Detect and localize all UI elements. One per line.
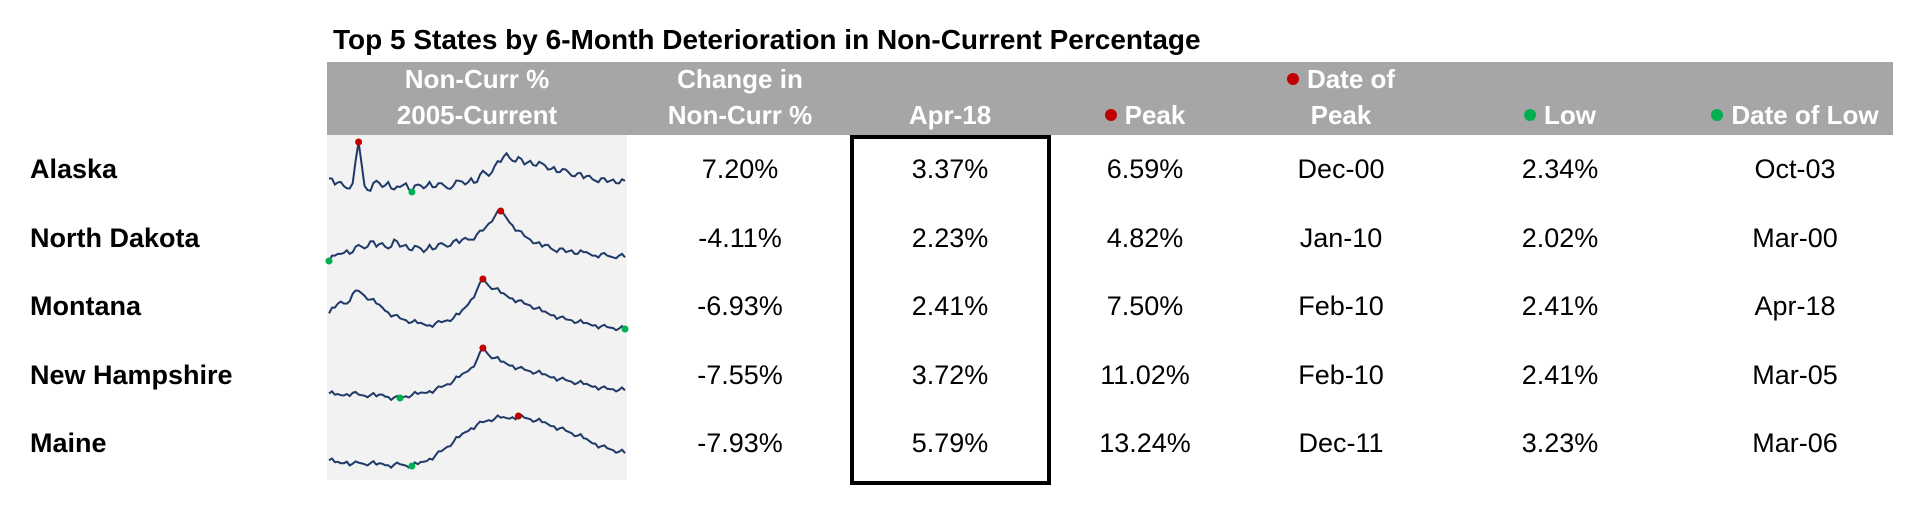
cell-change: -7.55% bbox=[697, 359, 783, 390]
sparkline-peak-point bbox=[479, 275, 487, 283]
sparkline-peak-point bbox=[497, 207, 505, 214]
cell-low: 2.02% bbox=[1521, 222, 1599, 253]
cell-current: 3.37% bbox=[911, 154, 989, 184]
cell-current: 3.72% bbox=[911, 359, 989, 390]
cell-date-peak: Dec-00 bbox=[1297, 154, 1385, 184]
sparkline-series bbox=[328, 141, 626, 194]
cell-peak: 7.50% bbox=[1106, 291, 1184, 321]
cell-change: -4.11% bbox=[698, 222, 782, 253]
sparkline-series bbox=[328, 277, 626, 332]
cell-date-peak: Dec-11 bbox=[1298, 428, 1384, 458]
cell-current: 2.41% bbox=[911, 291, 989, 321]
table-title: Top 5 States by 6-Month Deterioration in… bbox=[333, 24, 1201, 55]
header-change: Change in Non-Curr % bbox=[640, 61, 840, 133]
cell-low: 2.41% bbox=[1521, 291, 1599, 321]
sparkline-low-point bbox=[325, 257, 333, 264]
sparkline-background bbox=[327, 135, 627, 480]
cell-date-peak: Feb-10 bbox=[1298, 359, 1384, 390]
date-peak-marker-icon bbox=[1286, 73, 1299, 86]
state-name: Alaska bbox=[30, 154, 118, 184]
cell-low: 2.41% bbox=[1521, 359, 1599, 390]
header-change-line1: Change in bbox=[677, 64, 803, 94]
date-low-marker-icon bbox=[1711, 109, 1724, 122]
cell-change: -7.93% bbox=[697, 428, 783, 458]
cell-date-low: Oct-03 bbox=[1754, 154, 1836, 184]
cell-peak: 6.59% bbox=[1106, 154, 1184, 184]
header-low-label: Low bbox=[1544, 100, 1596, 130]
header-current-label: Apr-18 bbox=[908, 100, 992, 130]
sparkline-peak-point bbox=[514, 412, 522, 420]
header-peak: Peak bbox=[1045, 97, 1245, 133]
header-sparkline-line2: 2005-Current bbox=[396, 100, 558, 130]
state-name: Montana bbox=[30, 291, 141, 321]
header-sparkline: Non-Curr % 2005-Current bbox=[327, 61, 627, 133]
cell-date-peak: Jan-10 bbox=[1299, 222, 1383, 253]
sparkline-peak-point bbox=[479, 344, 487, 351]
state-name: North Dakota bbox=[30, 222, 200, 253]
cell-current: 2.23% bbox=[911, 222, 989, 253]
sparkline-low-point bbox=[408, 462, 416, 470]
cell-peak: 11.02% bbox=[1100, 359, 1190, 390]
sparkline-peak-point bbox=[355, 138, 363, 146]
cell-peak: 4.82% bbox=[1106, 222, 1184, 253]
cell-date-low: Mar-06 bbox=[1752, 428, 1838, 458]
low-marker-icon bbox=[1524, 109, 1536, 122]
state-name: New Hampshire bbox=[30, 359, 233, 390]
header-change-line2: Non-Curr % bbox=[667, 100, 813, 130]
cell-date-peak: Feb-10 bbox=[1298, 291, 1384, 321]
sparkline-low-point bbox=[396, 394, 404, 401]
cell-current: 5.79% bbox=[911, 428, 989, 458]
cell-peak: 13.24% bbox=[1099, 428, 1191, 458]
sparkline bbox=[328, 344, 626, 401]
peak-marker-icon bbox=[1104, 109, 1117, 122]
sparkline bbox=[328, 138, 626, 196]
state-name: Maine bbox=[30, 428, 107, 458]
sparkline-series bbox=[328, 413, 626, 469]
sparkline-low-point bbox=[621, 325, 629, 333]
header-current: Apr-18 bbox=[850, 97, 1050, 133]
cell-change: 7.20% bbox=[701, 154, 779, 184]
header-date-peak: Date of Peak bbox=[1241, 61, 1441, 133]
header-band bbox=[327, 62, 1893, 135]
cell-change: -6.93% bbox=[697, 291, 783, 321]
header-peak-label: Peak bbox=[1124, 100, 1186, 130]
cell-date-low: Apr-18 bbox=[1754, 291, 1836, 321]
cell-date-low: Mar-00 bbox=[1752, 222, 1838, 253]
sparkline-series bbox=[328, 209, 626, 261]
sparkline-low-point bbox=[408, 188, 416, 196]
cell-low: 3.23% bbox=[1521, 428, 1599, 458]
sparkline bbox=[328, 412, 626, 470]
current-column-highlight bbox=[850, 135, 1051, 485]
sparkline-series bbox=[328, 345, 626, 401]
header-sparkline-line1: Non-Curr % bbox=[404, 64, 550, 94]
header-date-peak-line2: Peak bbox=[1310, 100, 1372, 130]
header-low: Low bbox=[1460, 97, 1660, 133]
cell-low: 2.34% bbox=[1521, 154, 1599, 184]
header-date-peak-line1: Date of bbox=[1306, 64, 1396, 94]
header-date-low-label: Date of Low bbox=[1731, 100, 1879, 130]
sparkline bbox=[325, 207, 626, 264]
cell-date-low: Mar-05 bbox=[1752, 359, 1838, 390]
header-date-low: Date of Low bbox=[1690, 97, 1900, 133]
sparkline bbox=[328, 275, 629, 333]
